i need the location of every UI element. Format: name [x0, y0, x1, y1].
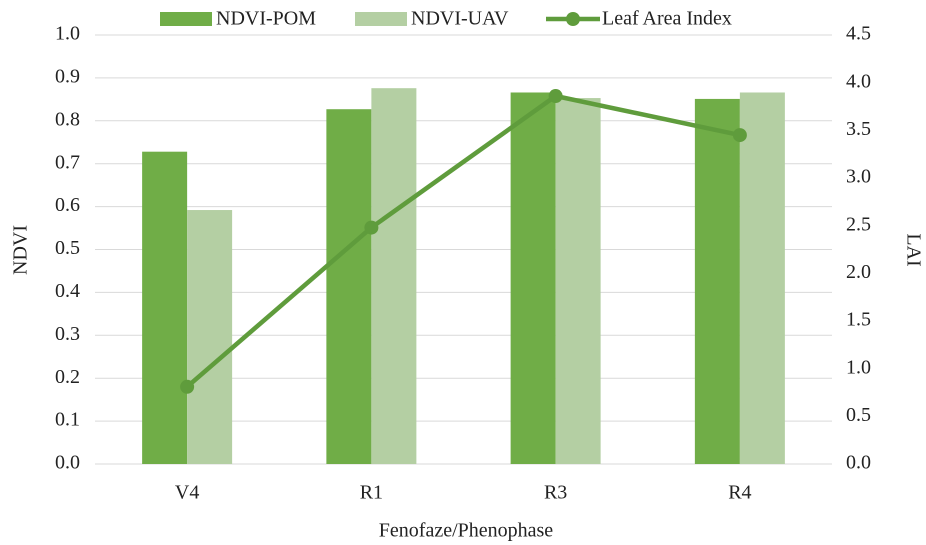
- y2-tick-label: 3.5: [846, 118, 871, 140]
- bar: [510, 92, 556, 465]
- legend-swatch: [355, 12, 407, 26]
- y2-tick-label: 4.5: [846, 23, 871, 45]
- x-tick-label: R1: [360, 482, 383, 504]
- bar: [739, 92, 785, 465]
- y2-tick-label: 1.5: [846, 309, 871, 331]
- x-axis-label: Fenofaze/Phenophase: [379, 520, 554, 542]
- y2-tick-label: 4.0: [846, 70, 871, 92]
- legend-label: NDVI-POM: [216, 8, 316, 30]
- y2-tick-label: 1.0: [846, 356, 871, 378]
- y2-tick-label: 0.5: [846, 404, 871, 426]
- y-tick-label: 0.0: [55, 452, 80, 474]
- x-tick-label: V4: [175, 482, 199, 504]
- bar: [694, 98, 740, 465]
- y2-tick-label: 2.0: [846, 261, 871, 283]
- x-tick-label: R3: [544, 482, 567, 504]
- legend-marker: [566, 12, 580, 26]
- y-tick-label: 0.7: [55, 151, 80, 173]
- legend-label: NDVI-UAV: [411, 8, 509, 30]
- y2-axis-label: LAI: [902, 233, 924, 266]
- y-tick-label: 0.2: [55, 366, 80, 388]
- y-tick-label: 0.1: [55, 409, 80, 431]
- line-marker: [364, 220, 379, 235]
- y-tick-label: 0.3: [55, 323, 80, 345]
- bar: [142, 151, 188, 465]
- y-tick-label: 0.4: [55, 280, 80, 302]
- y-tick-label: 1.0: [55, 23, 80, 45]
- legend-swatch: [160, 12, 212, 26]
- y2-tick-label: 2.5: [846, 213, 871, 235]
- y-tick-label: 0.6: [55, 194, 80, 216]
- legend-label: Leaf Area Index: [602, 8, 732, 30]
- y2-tick-label: 0.0: [846, 452, 871, 474]
- bar: [555, 98, 601, 465]
- x-tick-label: R4: [728, 482, 751, 504]
- bar: [326, 109, 372, 464]
- bar: [187, 210, 233, 464]
- y2-tick-label: 3.0: [846, 166, 871, 188]
- y-tick-label: 0.5: [55, 237, 80, 259]
- line-marker: [548, 89, 563, 104]
- y-tick-label: 0.8: [55, 108, 80, 130]
- bar: [371, 88, 417, 465]
- y-axis-label: NDVI: [10, 225, 32, 275]
- y-tick-label: 0.9: [55, 65, 80, 87]
- line: [185, 93, 741, 389]
- line-marker: [180, 379, 195, 394]
- line-marker: [732, 128, 747, 143]
